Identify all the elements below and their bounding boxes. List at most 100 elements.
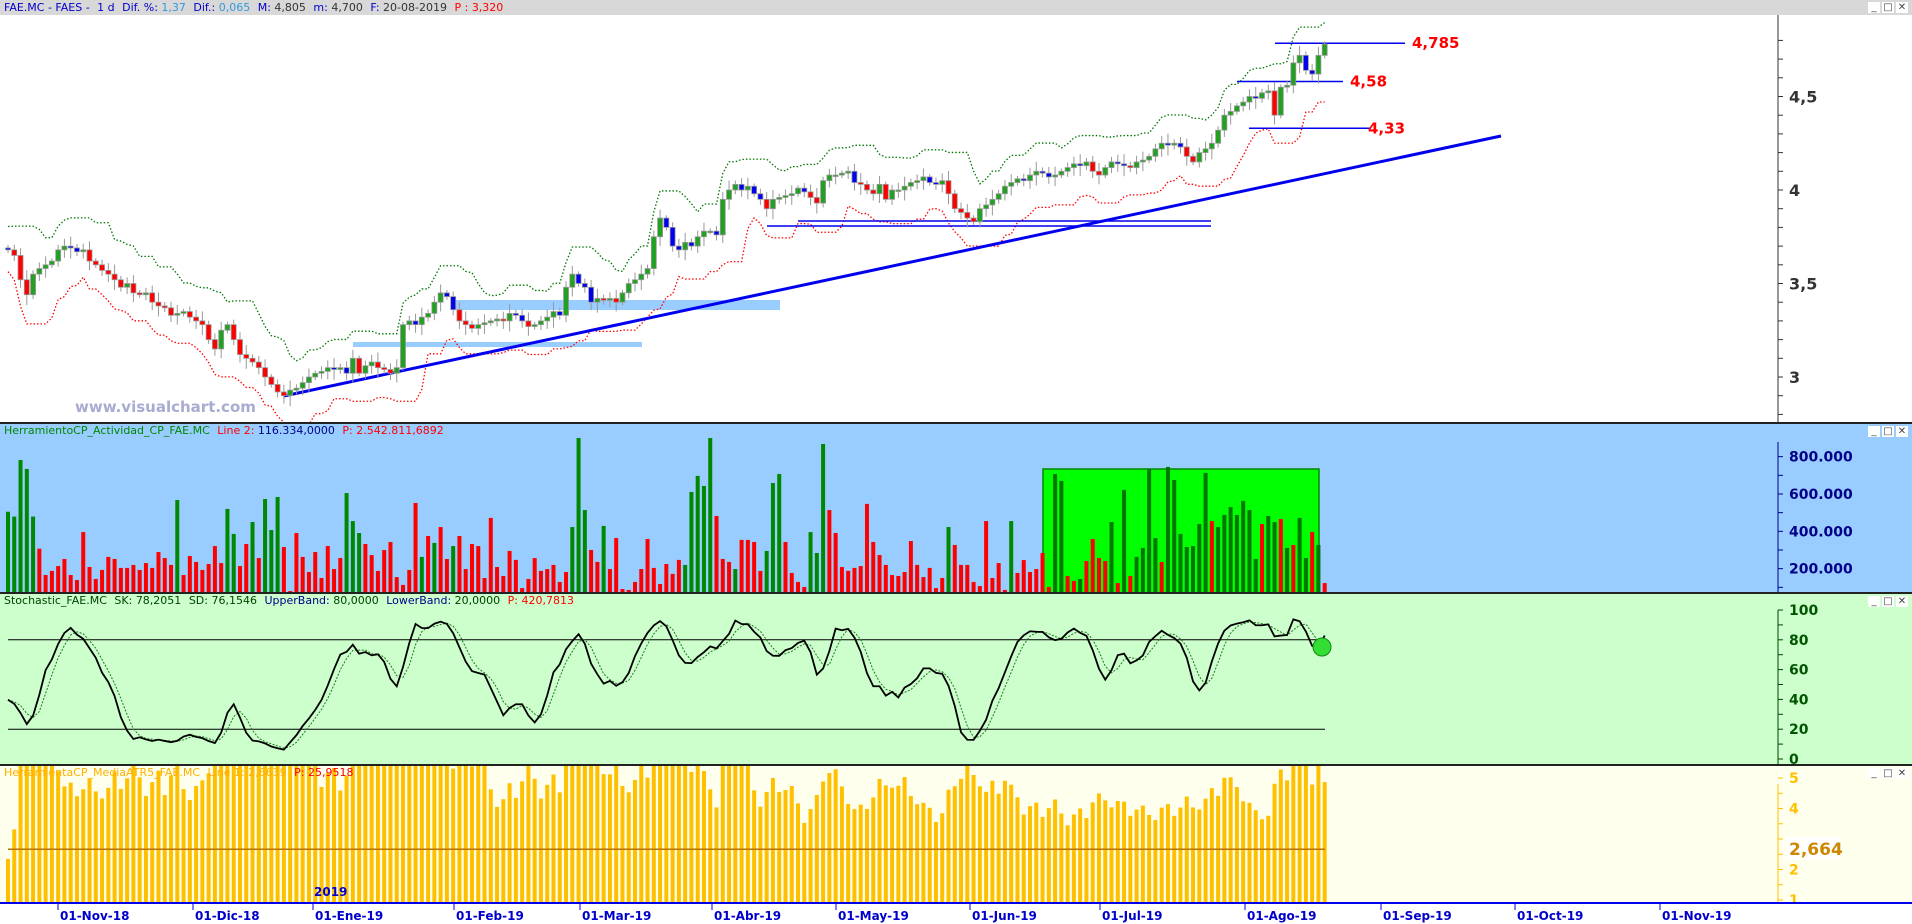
- volume-bar: [1297, 517, 1302, 592]
- price-title-bar: [0, 0, 1912, 15]
- candle: [857, 182, 864, 185]
- volume-bar: [488, 517, 493, 592]
- volume-window-buttons: _ □ ✕: [1868, 426, 1908, 437]
- stochastic-chart[interactable]: 100 80 60 40 20 0: [0, 594, 1912, 764]
- minimize-icon[interactable]: _: [1868, 2, 1880, 13]
- minimize-icon[interactable]: _: [1868, 426, 1880, 437]
- volume-bar: [87, 566, 92, 592]
- atr-bar: [708, 789, 713, 902]
- candle: [1296, 54, 1303, 64]
- candle: [776, 197, 783, 200]
- candle: [669, 226, 676, 247]
- close-icon[interactable]: ✕: [1896, 2, 1908, 13]
- volume-bar: [1197, 524, 1202, 592]
- atr-bar: [601, 774, 606, 902]
- candle: [1271, 90, 1278, 116]
- candle: [456, 309, 463, 322]
- minimize-icon[interactable]: _: [1868, 768, 1880, 779]
- volume-bar: [633, 581, 637, 592]
- volume-bar: [890, 575, 895, 592]
- atr-bar: [1159, 807, 1164, 902]
- atr-bar: [306, 766, 311, 902]
- candle: [431, 301, 438, 314]
- candle: [1240, 101, 1247, 107]
- candle: [212, 339, 218, 350]
- close-icon[interactable]: ✕: [1896, 596, 1908, 607]
- volume-bar: [582, 510, 587, 592]
- atr-bar: [382, 766, 387, 902]
- volume-bar: [375, 570, 380, 592]
- candle: [1108, 161, 1115, 168]
- volume-bar: [915, 564, 920, 592]
- volume-bar: [438, 527, 443, 592]
- volume-bar: [908, 541, 913, 592]
- atr-bar: [833, 769, 838, 902]
- min-value: 4,700: [331, 1, 363, 14]
- atr-bar: [451, 768, 456, 902]
- atr-bar: [1096, 793, 1101, 902]
- close-icon[interactable]: ✕: [1896, 426, 1908, 437]
- volume-bar: [1015, 572, 1020, 592]
- volume-chart[interactable]: 800.000 600.000 400.000 200.000: [0, 424, 1912, 592]
- atr-bar: [375, 766, 380, 902]
- volume-bar: [959, 564, 964, 592]
- maximize-icon[interactable]: □: [1882, 768, 1894, 779]
- y-tick-label: 0: [1789, 752, 1799, 764]
- candle: [807, 191, 814, 198]
- candle: [462, 320, 469, 326]
- candle: [61, 245, 68, 251]
- atr-bar: [620, 785, 625, 902]
- candle: [933, 182, 939, 185]
- candle: [249, 357, 256, 363]
- atr-bar: [338, 790, 343, 902]
- price-chart[interactable]: 4,785 4,58 4,33 4,5 4 3,5 3: [0, 0, 1912, 422]
- y-tick-label: 4: [1789, 181, 1800, 200]
- atr-bar: [902, 777, 907, 902]
- candle: [1139, 159, 1146, 163]
- atr-bar: [1272, 783, 1277, 902]
- volume-bar: [43, 575, 48, 592]
- atr-bar: [200, 780, 205, 902]
- y-tick-label: 4: [1789, 802, 1799, 818]
- maximize-icon[interactable]: □: [1882, 596, 1894, 607]
- volume-bar: [1291, 544, 1296, 592]
- minimize-icon[interactable]: _: [1868, 596, 1880, 607]
- atr-bar: [6, 858, 10, 902]
- candle: [268, 376, 275, 385]
- atr-bar: [469, 766, 474, 902]
- level-label: 4,58: [1350, 73, 1387, 91]
- volume-bar: [1153, 538, 1158, 592]
- x-tick-label: 01-Nov-19: [1662, 909, 1731, 923]
- maximize-icon[interactable]: □: [1882, 2, 1894, 13]
- atr-bar: [482, 766, 487, 902]
- candle: [519, 314, 526, 322]
- volume-bar: [871, 541, 876, 592]
- close-icon[interactable]: ✕: [1896, 768, 1908, 779]
- atr-chart[interactable]: 5 4 2 1 2,664: [0, 766, 1912, 902]
- level-label: 4,33: [1368, 119, 1405, 137]
- atr-bar: [56, 771, 61, 902]
- atr-bar: [194, 785, 199, 902]
- volume-bar: [1103, 561, 1108, 592]
- candle: [318, 370, 325, 374]
- volume-bar: [1128, 575, 1133, 592]
- volume-bar: [802, 586, 807, 592]
- atr-bar: [12, 829, 17, 902]
- candle: [406, 320, 413, 326]
- signal-marker: [1312, 637, 1332, 657]
- atr-bar: [106, 787, 111, 902]
- candle: [1165, 142, 1171, 146]
- atr-bar: [187, 800, 192, 902]
- max-value: 4,805: [274, 1, 306, 14]
- candle: [1039, 170, 1046, 174]
- candle: [688, 241, 695, 247]
- sk-line: [7, 618, 1326, 751]
- maximize-icon[interactable]: □: [1882, 426, 1894, 437]
- dif-value: 0,065: [218, 1, 251, 14]
- atr-bar: [545, 784, 550, 902]
- volume-bar: [708, 438, 713, 592]
- atr-bar: [1241, 801, 1246, 902]
- candle: [1177, 142, 1184, 148]
- y-tick-label: 3,5: [1789, 275, 1817, 294]
- y-tick-label: 800.000: [1789, 450, 1853, 466]
